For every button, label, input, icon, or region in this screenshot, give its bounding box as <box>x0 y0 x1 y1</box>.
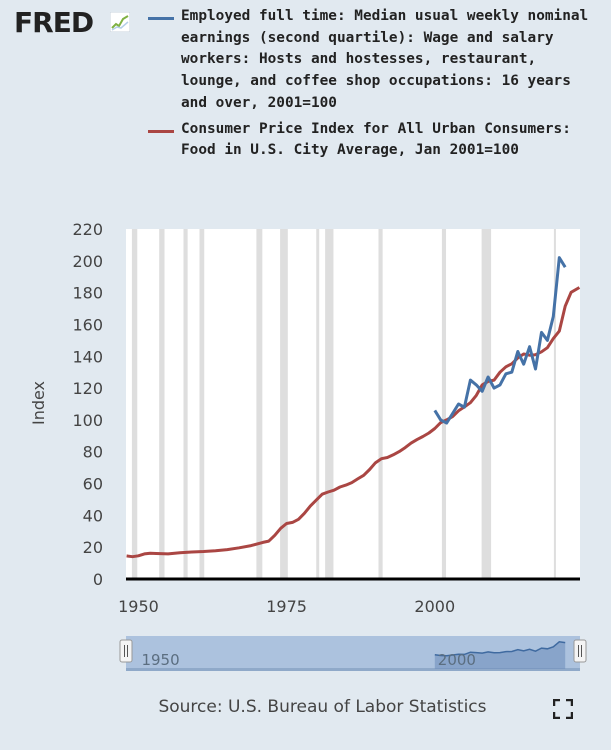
recession-band <box>441 229 447 579</box>
series-layer <box>126 256 581 559</box>
y-axis-label: Index <box>29 381 48 425</box>
navigator-handle-right[interactable] <box>573 639 587 663</box>
recession-band <box>199 229 205 579</box>
y-axis: 0 20 40 60 80 100 120 140 160 180 200 220 <box>72 220 103 589</box>
y-tick-label: 220 <box>72 220 103 239</box>
navigator-handle-left[interactable] <box>119 639 133 663</box>
x-tick-label: 1975 <box>266 597 307 616</box>
grip-handle-icon <box>119 639 133 663</box>
recession-band <box>378 229 383 579</box>
legend-swatch-blue <box>148 17 174 20</box>
recession-band <box>325 229 334 579</box>
y-tick-label: 60 <box>83 475 103 494</box>
y-tick-label: 100 <box>72 411 103 430</box>
y-tick-label: 40 <box>83 506 103 525</box>
series-line-earnings <box>433 256 567 425</box>
legend-item-cpi-food[interactable]: Consumer Price Index for All Urban Consu… <box>148 119 603 162</box>
fred-logo-text: FRED <box>14 6 94 39</box>
recession-band <box>131 229 138 579</box>
source-text: Source: U.S. Bureau of Labor Statistics <box>158 697 487 717</box>
recession-bands <box>131 229 556 579</box>
y-tick-label: 160 <box>72 315 103 334</box>
chart-line-icon <box>110 12 130 32</box>
y-tick-label: 140 <box>72 347 103 366</box>
y-tick-label: 80 <box>83 443 103 462</box>
recession-band <box>183 229 188 579</box>
y-tick-label: 200 <box>72 252 103 271</box>
recession-band <box>159 229 165 579</box>
legend-label-cpi-food: Consumer Price Index for All Urban Consu… <box>181 120 571 159</box>
y-tick-label: 120 <box>72 379 103 398</box>
navigator-label: 1950 <box>141 651 179 669</box>
grip-handle-icon <box>573 639 587 663</box>
time-navigator[interactable]: 1950 2000 <box>119 636 587 671</box>
y-tick-label: 20 <box>83 538 103 557</box>
x-tick-label: 1950 <box>118 597 159 616</box>
navigator-label: 2000 <box>438 651 476 669</box>
recession-band <box>316 229 320 579</box>
navigator-series-area <box>434 641 566 669</box>
x-axis: 1950 1975 2000 <box>118 577 580 616</box>
legend-label-earnings: Employed full time: Median usual weekly … <box>181 8 589 111</box>
recession-band <box>481 229 492 579</box>
recession-band <box>256 229 263 579</box>
plot-background <box>126 229 580 579</box>
series-line-cpi-food <box>126 286 581 559</box>
navigator-baseline <box>126 668 580 671</box>
plot-area <box>126 229 580 579</box>
navigator-series-line <box>434 641 566 657</box>
legend-item-earnings[interactable]: Employed full time: Median usual weekly … <box>148 6 603 115</box>
x-tick-label: 2000 <box>414 597 455 616</box>
fullscreen-icon[interactable] <box>553 699 573 719</box>
fred-logo[interactable]: FRED <box>14 8 134 40</box>
recession-band <box>553 229 556 579</box>
y-tick-label: 180 <box>72 284 103 303</box>
legend-swatch-red <box>148 129 174 133</box>
recession-band <box>280 229 288 579</box>
y-tick-label: 0 <box>93 570 103 589</box>
chart-legend: Employed full time: Median usual weekly … <box>148 6 603 166</box>
